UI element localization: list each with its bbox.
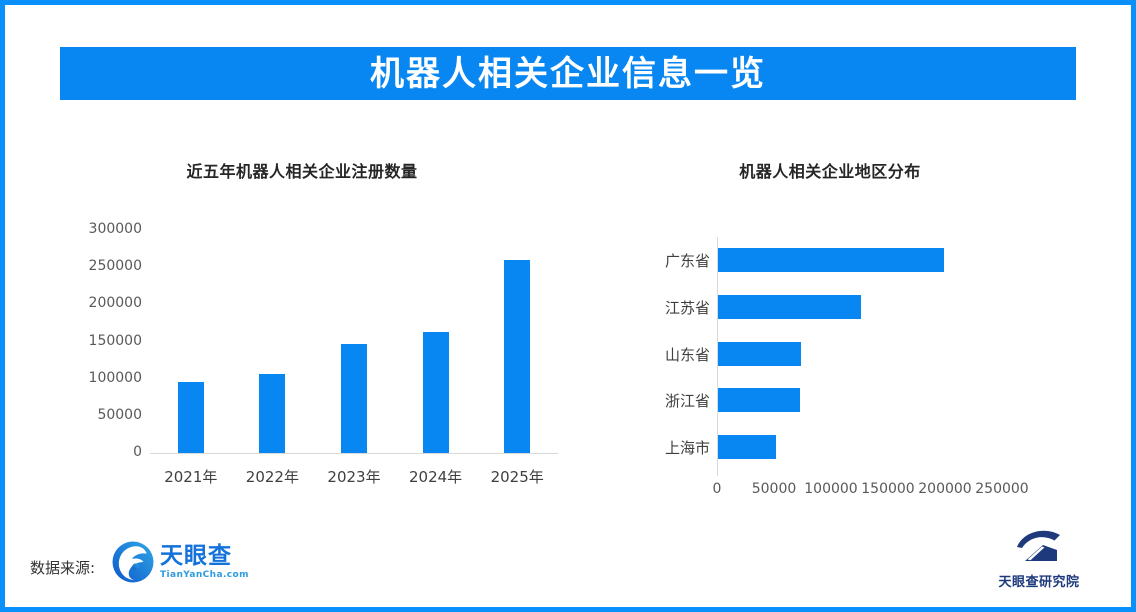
- y-axis-category-label: 江苏省: [664, 298, 710, 317]
- tianyancha-logo-subtitle: TianYanCha.com: [160, 569, 249, 580]
- bar: [718, 434, 777, 459]
- y-axis-tick-label: 250000: [88, 258, 142, 275]
- y-axis-category-label: 山东省: [664, 345, 710, 364]
- x-axis-category-label: 2023年: [327, 468, 381, 486]
- bar: [177, 382, 204, 453]
- bar: [718, 294, 861, 319]
- y-axis-tick-label: 150000: [88, 332, 142, 349]
- bar: [718, 248, 944, 273]
- left-chart-title: 近五年机器人相关企业注册数量: [186, 162, 418, 181]
- tianyancha-logo: 天眼查 TianYanCha.com: [112, 541, 249, 583]
- institute-logo-text: 天眼查研究院: [998, 575, 1080, 590]
- y-axis-line: [717, 237, 718, 476]
- right-chart-plot-area: 广东省江苏省山东省浙江省上海市 0 50000 100000 150000 200000 2…: [640, 150, 1080, 520]
- tianyancha-eye-icon: [112, 541, 154, 583]
- x-axis-category-label: 2022年: [245, 468, 299, 486]
- x-axis-tick-label: 0: [712, 481, 722, 497]
- y-axis-category-label: 上海市: [664, 438, 710, 457]
- x-axis-category-label: 2024年: [409, 468, 463, 486]
- banner: 机器人相关企业信息一览: [60, 47, 1076, 100]
- x-axis-tick-label: 100000: [804, 481, 858, 497]
- institute-logo: 天眼查研究院: [993, 525, 1085, 590]
- left-chart-plot-area: 0 50000 100000 150000 200000 250000 300000 2021…: [60, 150, 600, 520]
- bar: [341, 343, 367, 453]
- x-axis-line: [150, 453, 558, 454]
- institute-logo-icon: [1017, 530, 1060, 561]
- bar: [718, 341, 802, 366]
- region-distribution-bar-chart: 机器人相关企业地区分布 广东省江苏省山东省浙江省上海市 0 50000 100000 1…: [640, 150, 1080, 520]
- bar: [422, 331, 449, 453]
- y-axis-category-label: 浙江省: [664, 392, 710, 411]
- y-axis-tick-label: 0: [133, 444, 142, 460]
- y-axis-tick-label: 50000: [97, 406, 142, 423]
- tianyancha-logo-text-block: 天眼查 TianYanCha.com: [160, 542, 249, 580]
- x-axis-category-label: 2025年: [490, 468, 544, 486]
- bar: [504, 259, 531, 453]
- bar: [259, 374, 286, 453]
- registrations-bar-chart: 近五年机器人相关企业注册数量 0 50000 100000 150000 200000 2…: [60, 150, 600, 520]
- tianyancha-logo-text: 天眼查: [160, 542, 232, 569]
- bar: [718, 388, 801, 413]
- x-axis-tick-label: 150000: [861, 481, 915, 497]
- x-axis-tick-label: 50000: [751, 481, 797, 497]
- x-axis-category-label: 2021年: [164, 468, 218, 486]
- y-axis-tick-label: 200000: [88, 295, 142, 312]
- right-chart-title: 机器人相关企业地区分布: [739, 162, 921, 181]
- data-source-label: 数据来源:: [30, 559, 96, 577]
- x-axis-tick-label: 250000: [975, 481, 1029, 497]
- x-axis-tick-label: 200000: [918, 481, 972, 497]
- y-axis-tick-label: 100000: [88, 369, 142, 386]
- y-axis-category-label: 广东省: [664, 252, 710, 271]
- page-title: 机器人相关企业信息一览: [370, 53, 766, 94]
- y-axis-tick-label: 300000: [88, 221, 142, 237]
